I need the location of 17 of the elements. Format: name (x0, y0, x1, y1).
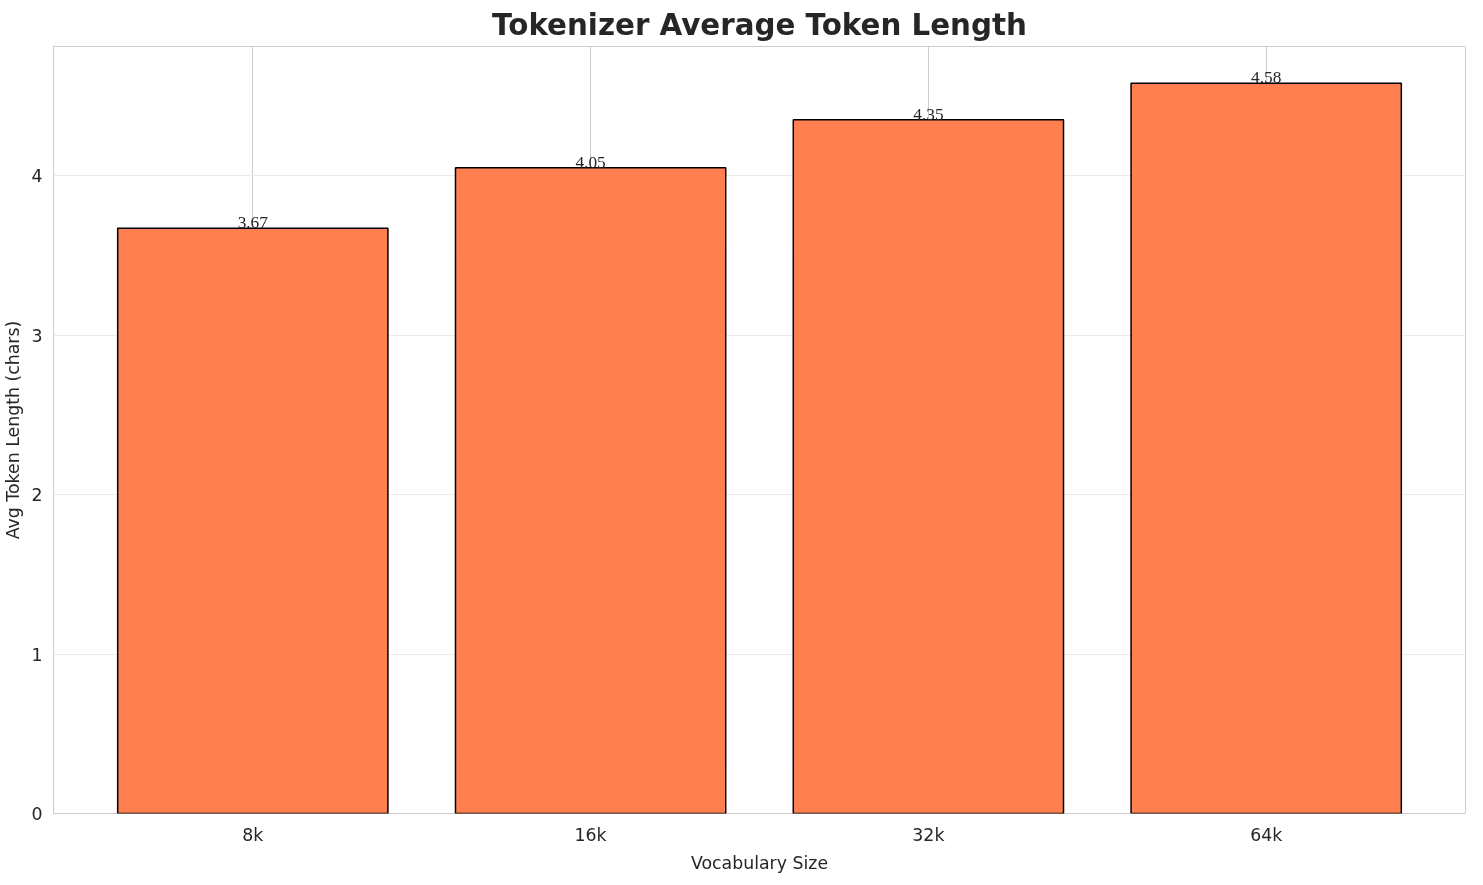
x-tick-label: 8k (242, 824, 264, 845)
y-tick-label: 0 (31, 804, 43, 824)
bar (792, 119, 1065, 814)
x-tick-label: 32k (912, 824, 945, 845)
data-label: 4.05 (575, 152, 606, 172)
chart-title: Tokenizer Average Token Length (492, 7, 1027, 42)
bar (454, 166, 727, 814)
y-axis-title: Avg Token Length (chars) (3, 320, 24, 540)
x-tick-label: 16k (574, 824, 607, 845)
y-tick-label: 3 (31, 325, 43, 346)
y-tick-label: 2 (31, 485, 43, 506)
x-axis-title: Vocabulary Size (690, 852, 829, 873)
y-tick-label: 4 (31, 166, 43, 187)
bar (116, 227, 389, 814)
bar (1130, 82, 1403, 814)
x-tick-label: 64k (1250, 824, 1283, 845)
y-tick-label: 1 (31, 644, 43, 665)
